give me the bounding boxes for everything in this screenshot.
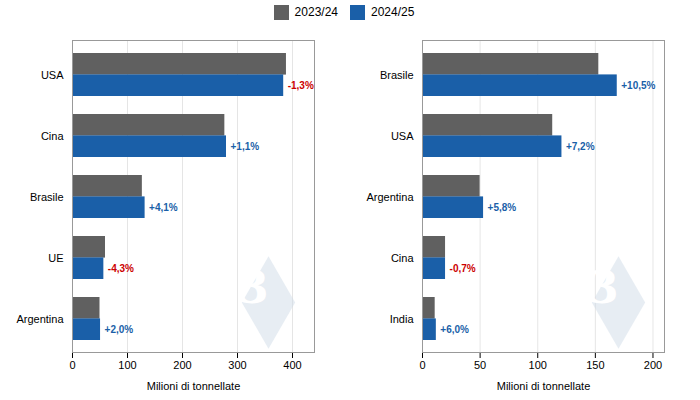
svg-text:Brasile: Brasile — [380, 69, 414, 81]
svg-text:India: India — [390, 313, 415, 325]
svg-text:3: 3 — [238, 262, 269, 313]
svg-text:+2,0%: +2,0% — [105, 324, 134, 335]
html-text:2023/24: 2023/24 — [294, 5, 338, 19]
svg-text:Argentina: Argentina — [366, 191, 414, 203]
svg-text:Brasile: Brasile — [30, 191, 64, 203]
svg-text:Argentina: Argentina — [16, 313, 64, 325]
svg-text:Milioni di tonnellate: Milioni di tonnellate — [497, 380, 591, 392]
svg-text:+1,1%: +1,1% — [231, 141, 260, 152]
svg-text:200: 200 — [644, 359, 662, 371]
svg-text:USA: USA — [391, 130, 414, 142]
svg-text:150: 150 — [586, 359, 604, 371]
svg-text:-0,7%: -0,7% — [450, 263, 476, 274]
svg-text:+6,0%: +6,0% — [440, 324, 469, 335]
svg-text:+7,2%: +7,2% — [566, 141, 595, 152]
svg-text:-1,3%: -1,3% — [288, 80, 314, 91]
svg-text:Milioni di tonnellate: Milioni di tonnellate — [147, 380, 241, 392]
svg-text:USA: USA — [41, 69, 64, 81]
svg-text:100: 100 — [529, 359, 547, 371]
svg-text:50: 50 — [474, 359, 486, 371]
svg-text:Cina: Cina — [41, 130, 65, 142]
html-text:2024/25: 2024/25 — [371, 5, 415, 19]
svg-text:300: 300 — [228, 359, 246, 371]
svg-text:+5,8%: +5,8% — [488, 202, 517, 213]
svg-text:-4,3%: -4,3% — [108, 263, 134, 274]
svg-text:+4,1%: +4,1% — [149, 202, 178, 213]
svg-text:Cina: Cina — [391, 252, 415, 264]
svg-text:0: 0 — [69, 359, 75, 371]
svg-text:0: 0 — [419, 359, 425, 371]
svg-text:+10,5%: +10,5% — [621, 80, 655, 91]
svg-text:100: 100 — [118, 359, 136, 371]
svg-text:200: 200 — [173, 359, 191, 371]
svg-text:UE: UE — [48, 252, 63, 264]
svg-text:400: 400 — [283, 359, 301, 371]
svg-text:3: 3 — [588, 262, 619, 313]
